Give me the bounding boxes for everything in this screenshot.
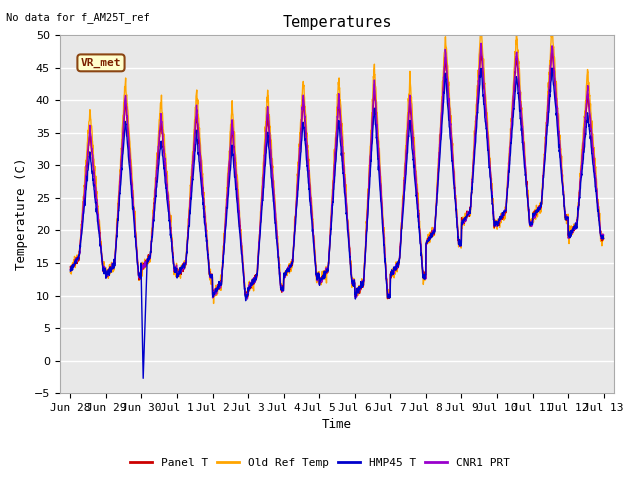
- X-axis label: Time: Time: [322, 419, 352, 432]
- Text: No data for f_AM25T_ref: No data for f_AM25T_ref: [6, 12, 150, 23]
- Text: VR_met: VR_met: [81, 58, 121, 68]
- Title: Temperatures: Temperatures: [282, 15, 392, 30]
- Y-axis label: Temperature (C): Temperature (C): [15, 158, 28, 270]
- Legend: Panel T, Old Ref Temp, HMP45 T, CNR1 PRT: Panel T, Old Ref Temp, HMP45 T, CNR1 PRT: [125, 453, 515, 472]
